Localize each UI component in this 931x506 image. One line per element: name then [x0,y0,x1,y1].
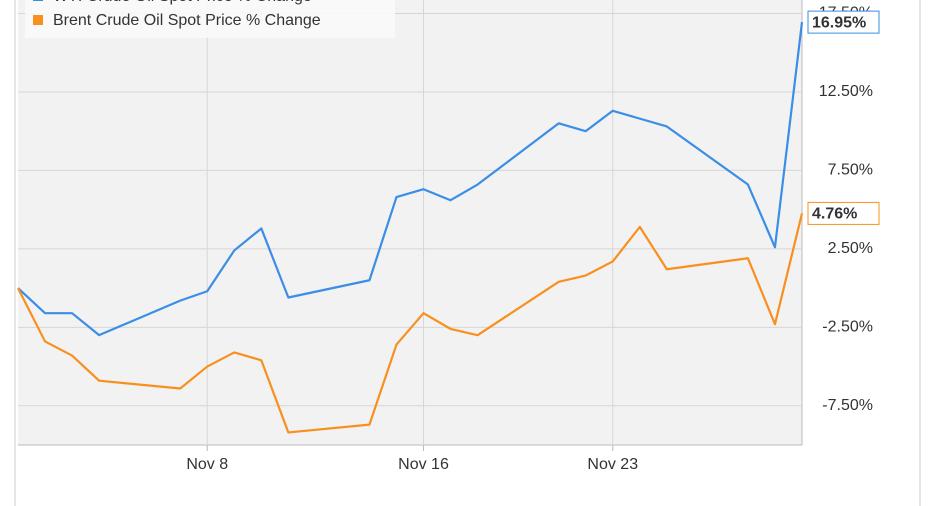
value-label-box [807,201,880,225]
y-tick-label: 7.50% [828,162,873,179]
legend: WTI Crude Oil Spot Price % Change Brent C… [33,0,321,29]
legend-swatch [33,15,43,25]
value-label: 4.76% [812,206,857,223]
legend-box [25,0,395,38]
plot-area [18,0,802,445]
legend-swatch [33,0,43,1]
legend-label: WTI Crude Oil Spot Price % Change [53,0,312,5]
series-line [17,213,804,434]
value-label-box [807,10,880,34]
y-tick-label: -7.50% [822,397,873,414]
y-tick-label: -2.50% [822,319,873,336]
y-tick-label: 2.50% [828,240,873,257]
x-tick-label: Nov 23 [587,456,638,473]
series-line [17,21,804,337]
series-lines [17,21,804,434]
y-tick-label: 12.50% [819,83,873,100]
labels: -7.50%-2.50%2.50%7.50%12.50%17.50%Nov 8N… [186,5,880,473]
x-tick-label: Nov 8 [186,456,228,473]
x-tick-label: Nov 16 [398,456,449,473]
legend-label: Brent Crude Oil Spot Price % Change [53,12,321,29]
value-label: 16.95% [812,14,866,31]
